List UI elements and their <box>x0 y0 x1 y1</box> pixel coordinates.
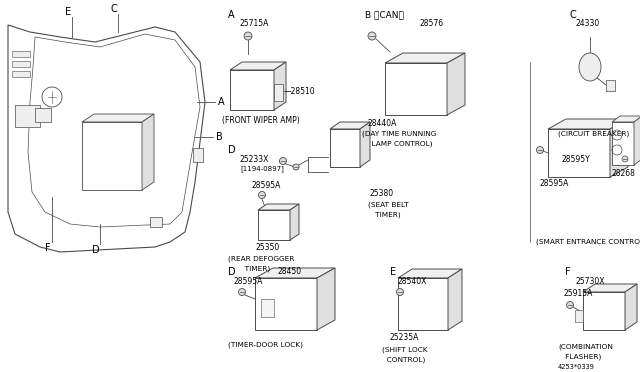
Text: F: F <box>565 267 571 277</box>
Circle shape <box>244 32 252 40</box>
Polygon shape <box>398 278 448 330</box>
Bar <box>15 105 40 127</box>
Polygon shape <box>548 119 628 129</box>
Polygon shape <box>317 268 335 330</box>
Bar <box>35 108 51 122</box>
Polygon shape <box>82 122 142 190</box>
Polygon shape <box>258 204 299 210</box>
Polygon shape <box>548 129 610 177</box>
Text: A: A <box>218 97 225 107</box>
Text: (REAR DEFOGGER: (REAR DEFOGGER <box>228 256 294 262</box>
Ellipse shape <box>579 53 601 81</box>
Text: (SEAT BELT: (SEAT BELT <box>368 202 408 208</box>
Polygon shape <box>612 116 640 122</box>
Polygon shape <box>82 114 154 122</box>
Text: B 〈CAN〉: B 〈CAN〉 <box>365 10 404 19</box>
Text: 25350: 25350 <box>255 244 279 253</box>
Bar <box>575 310 583 322</box>
Text: (SMART ENTRANCE CONTROL): (SMART ENTRANCE CONTROL) <box>536 239 640 245</box>
Polygon shape <box>385 63 447 115</box>
Polygon shape <box>634 116 640 165</box>
Text: (COMBINATION: (COMBINATION <box>558 344 613 350</box>
Text: 4253*0339: 4253*0339 <box>558 364 595 370</box>
Text: 28440A: 28440A <box>368 119 397 128</box>
Polygon shape <box>610 119 628 177</box>
Polygon shape <box>625 284 637 330</box>
Text: 25380: 25380 <box>370 189 394 199</box>
Text: TIMER): TIMER) <box>368 212 401 218</box>
Bar <box>12 71 30 77</box>
Bar <box>606 80 615 91</box>
Text: 25235A: 25235A <box>390 333 419 341</box>
Text: 28595A: 28595A <box>252 182 282 190</box>
Bar <box>261 299 274 317</box>
Text: E: E <box>390 267 396 277</box>
Text: 25715A: 25715A <box>240 19 269 29</box>
Circle shape <box>566 301 573 308</box>
Text: 25730X: 25730X <box>575 278 605 286</box>
Text: 28595A: 28595A <box>540 180 570 189</box>
Text: [1194-0897]: [1194-0897] <box>240 166 284 172</box>
Text: D: D <box>228 267 236 277</box>
Circle shape <box>397 289 403 295</box>
Text: CONTROL): CONTROL) <box>382 357 426 363</box>
Circle shape <box>239 289 246 295</box>
Bar <box>274 84 283 101</box>
Polygon shape <box>398 269 462 278</box>
Text: 28540X: 28540X <box>398 278 428 286</box>
Polygon shape <box>255 278 317 330</box>
Text: D: D <box>92 245 100 255</box>
Polygon shape <box>385 53 465 63</box>
Polygon shape <box>330 129 360 167</box>
Circle shape <box>293 164 299 170</box>
Text: 24330: 24330 <box>575 19 599 29</box>
Text: (FRONT WIPER AMP): (FRONT WIPER AMP) <box>222 115 300 125</box>
Polygon shape <box>258 210 290 240</box>
Text: 25233X: 25233X <box>240 154 269 164</box>
Bar <box>12 51 30 57</box>
Polygon shape <box>360 122 370 167</box>
Text: (CIRCUIT BREAKER): (CIRCUIT BREAKER) <box>558 131 629 137</box>
Polygon shape <box>447 53 465 115</box>
Polygon shape <box>255 268 335 278</box>
Text: —28510: —28510 <box>284 87 316 96</box>
Polygon shape <box>448 269 462 330</box>
Text: (TIMER-DOOR LOCK): (TIMER-DOOR LOCK) <box>228 342 303 348</box>
Text: 28576: 28576 <box>420 19 444 29</box>
Bar <box>12 61 30 67</box>
Polygon shape <box>230 62 286 70</box>
Polygon shape <box>274 62 286 110</box>
Text: (SHIFT LOCK: (SHIFT LOCK <box>382 347 428 353</box>
Polygon shape <box>230 70 274 110</box>
Polygon shape <box>290 204 299 240</box>
Text: 28450: 28450 <box>278 267 302 276</box>
Text: FLASHER): FLASHER) <box>558 354 602 360</box>
Circle shape <box>280 157 287 164</box>
Circle shape <box>536 147 543 154</box>
Text: 28268: 28268 <box>612 170 636 179</box>
Text: F: F <box>45 243 51 253</box>
Text: E: E <box>65 7 71 17</box>
Polygon shape <box>142 114 154 190</box>
Circle shape <box>259 192 266 199</box>
Bar <box>150 217 162 227</box>
Bar <box>193 148 203 162</box>
Circle shape <box>368 32 376 40</box>
Text: D: D <box>228 145 236 155</box>
Text: C: C <box>111 4 117 14</box>
Text: LAMP CONTROL): LAMP CONTROL) <box>362 141 433 147</box>
Polygon shape <box>330 122 370 129</box>
Text: B: B <box>216 132 223 142</box>
Polygon shape <box>583 284 637 292</box>
Polygon shape <box>612 122 634 165</box>
Polygon shape <box>583 292 625 330</box>
Text: (DAY TIME RUNNING: (DAY TIME RUNNING <box>362 131 436 137</box>
Text: C: C <box>570 10 577 20</box>
Text: A: A <box>228 10 235 20</box>
Text: 28595Y: 28595Y <box>562 154 591 164</box>
Text: 28595A: 28595A <box>233 278 262 286</box>
Circle shape <box>622 156 628 162</box>
Text: 25915A: 25915A <box>563 289 593 298</box>
Text: TIMER): TIMER) <box>228 266 270 272</box>
